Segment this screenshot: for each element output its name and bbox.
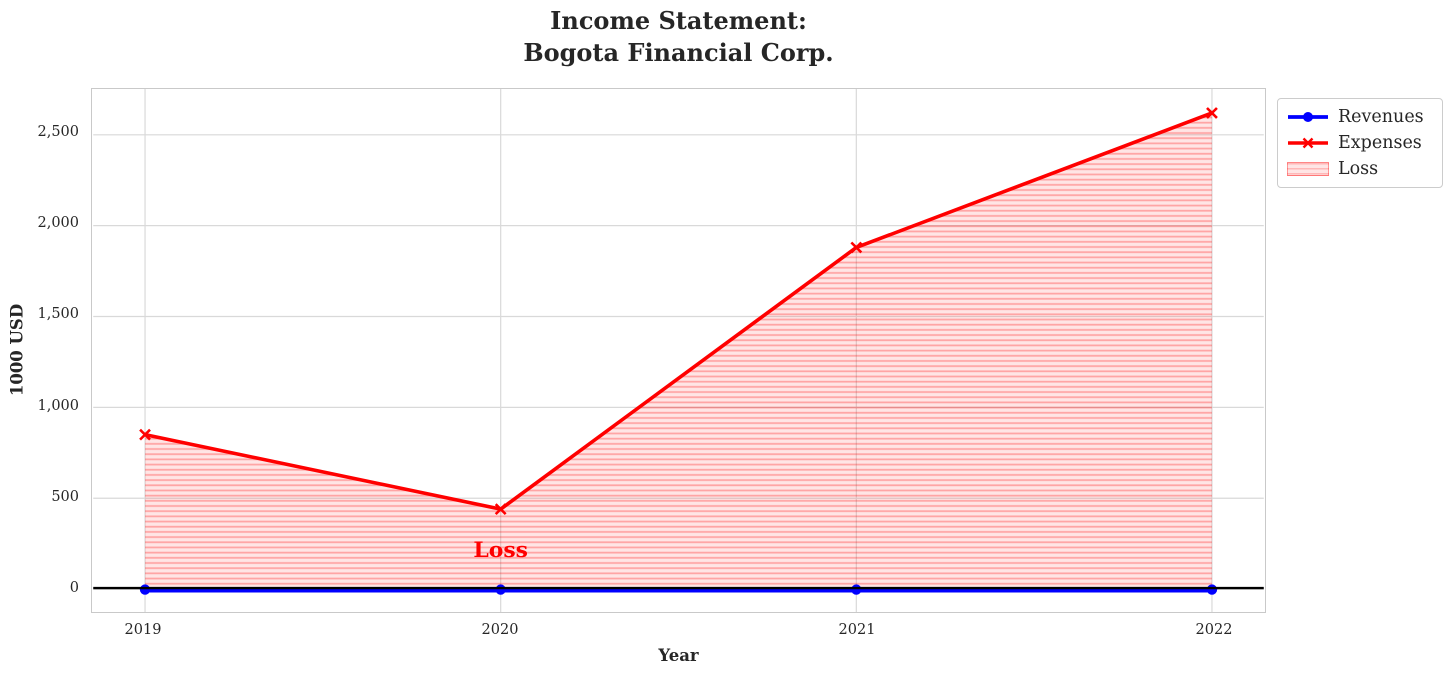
legend-item-expenses: Expenses [1287,130,1433,156]
revenues-marker [851,584,862,595]
loss-hatch-icon [1287,162,1329,176]
y-tick-label: 500 [51,488,79,505]
legend-item-loss: Loss [1287,156,1433,182]
revenues-marker [139,584,151,595]
loss-area [145,112,1212,590]
legend-label-revenues: Revenues [1338,107,1424,127]
x-tick-label: 2020 [481,622,519,638]
chart-title: Income Statement: Bogota Financial Corp. [91,5,1266,68]
x-axis-label: Year [658,646,699,665]
expenses-marker [850,241,863,254]
loss-annotation: Loss [473,537,528,563]
y-tick-label: 0 [69,580,79,596]
y-tick-label: 2,500 [37,123,79,140]
revenues-line-icon [1288,112,1328,122]
expenses-line [144,111,1213,511]
expenses-line-icon [1288,137,1328,149]
legend-label-expenses: Expenses [1338,133,1422,153]
revenues-marker [495,584,506,595]
y-tick-label: 2,000 [37,215,79,232]
chart-title-line2: Bogota Financial Corp. [523,37,834,67]
revenues-marker [1206,584,1218,595]
legend: Revenues Expenses Loss [1277,98,1443,188]
y-tick-label: 1,500 [37,306,79,323]
y-tick-label: 1,000 [37,397,79,414]
chart-canvas: Loss [93,89,1264,612]
expenses-marker [139,428,151,441]
x-tick-label: 2021 [838,622,876,638]
x-axis-ticks: 2019 2020 2021 2022 [91,622,1266,642]
legend-label-loss: Loss [1338,159,1379,179]
plot-area: Loss [91,88,1266,613]
chart-title-line1: Income Statement: [550,6,807,35]
x-tick-label: 2019 [124,622,162,638]
y-axis-ticks: 0 500 1,000 1,500 2,000 2,500 [0,88,91,613]
expenses-marker [494,503,507,516]
legend-item-revenues: Revenues [1287,104,1433,130]
x-tick-label: 2022 [1195,622,1233,638]
expenses-marker [1206,107,1218,119]
